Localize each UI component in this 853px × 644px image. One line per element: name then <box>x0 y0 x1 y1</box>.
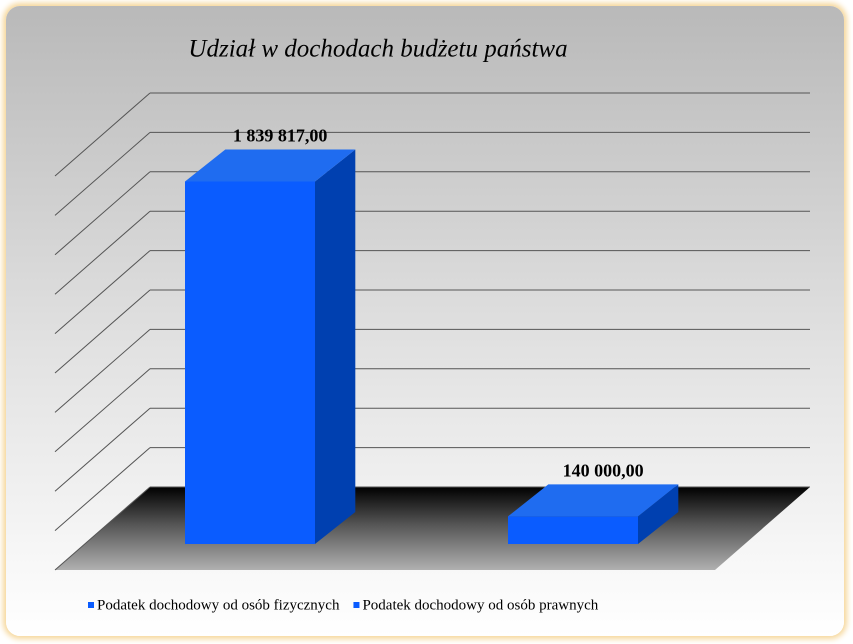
bar <box>185 149 356 545</box>
legend-swatch <box>353 602 360 608</box>
grid-line <box>54 329 151 413</box>
legend-label: Podatek dochodowy od osób fizycznych <box>97 597 340 613</box>
grid-line <box>54 447 151 531</box>
bar <box>508 484 679 544</box>
grid-line <box>54 250 151 334</box>
bar-front <box>508 516 638 544</box>
bar-side <box>638 484 679 544</box>
grid-line <box>54 486 151 571</box>
grid-line <box>54 210 151 295</box>
grid-line <box>54 407 151 492</box>
legend-swatch <box>88 602 94 608</box>
grid-line <box>54 289 151 374</box>
bar-front <box>185 181 315 545</box>
bar-top <box>185 149 356 182</box>
grid-line <box>54 171 151 256</box>
bar-top <box>508 484 679 517</box>
chart: Udział w dochodach budżetu państwa 1 839… <box>54 36 810 613</box>
data-label: 1 839 817,00 <box>233 126 328 146</box>
grid-line <box>54 92 151 177</box>
grid-line <box>54 368 151 453</box>
legend-label: Podatek dochodowy od osób prawnych <box>362 597 598 613</box>
bar-side <box>315 149 356 545</box>
chart-card: Udział w dochodach budżetu państwa 1 839… <box>6 6 844 636</box>
data-label: 140 000,00 <box>563 461 644 481</box>
grid-line <box>54 132 151 216</box>
floor <box>55 487 810 570</box>
chart-title: Udział w dochodach budżetu państwa <box>188 36 567 63</box>
